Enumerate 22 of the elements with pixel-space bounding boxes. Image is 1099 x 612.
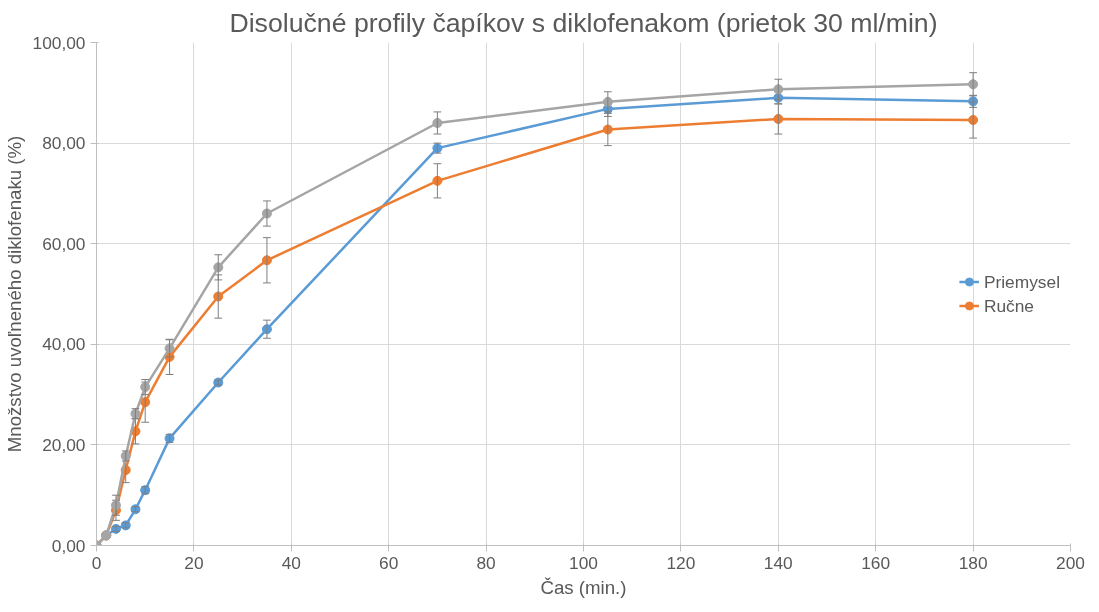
y-tick-label: 20,00 (42, 434, 86, 455)
x-tick-label: 140 (763, 552, 793, 573)
x-tick-label: 80 (476, 552, 496, 573)
x-tick-label: 200 (1056, 552, 1085, 573)
chart-title: Disolučné profily čapíkov s diklofenakom (prietok 30 ml/min) (229, 7, 938, 38)
y-tick-label: 0,00 (51, 535, 86, 556)
x-tick-label: 120 (666, 552, 696, 573)
y-axis-title: Množstvo uvoľneného diklofenaku (%) (3, 135, 25, 453)
y-tick-label: 100,00 (32, 32, 86, 53)
y-tick-label: 40,00 (42, 334, 86, 355)
legend-label: Ručne (983, 295, 1035, 316)
x-tick-label: 60 (379, 552, 399, 573)
x-tick-label: 100 (569, 552, 598, 573)
x-tick-label: 180 (958, 552, 988, 573)
x-tick-label: 40 (281, 552, 301, 573)
x-axis-title: Čas (min.) (540, 576, 627, 598)
x-tick-label: 20 (184, 552, 204, 573)
x-tick-label: 160 (861, 552, 891, 573)
y-tick-label: 60,00 (42, 233, 86, 254)
legend-label: Priemysel (983, 271, 1060, 292)
y-tick-label: 80,00 (42, 133, 86, 154)
x-tick-label: 0 (91, 552, 102, 573)
